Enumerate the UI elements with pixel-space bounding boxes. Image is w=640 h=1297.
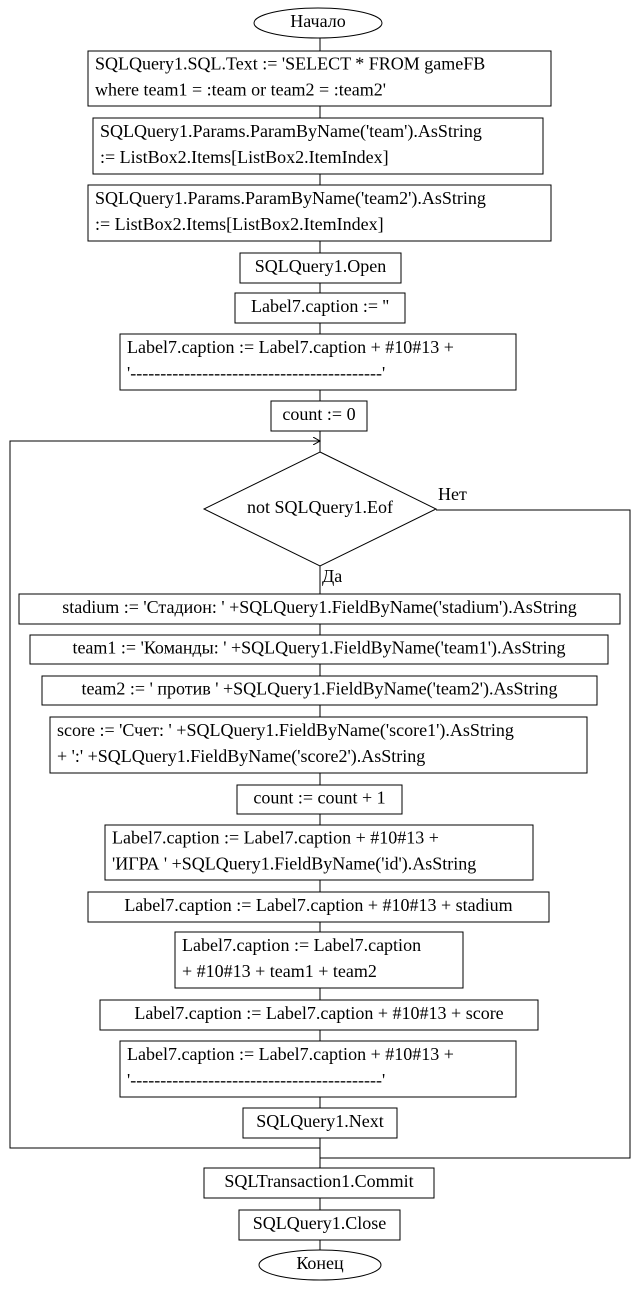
node-text: := ListBox2.Items[ListBox2.ItemIndex] [95,214,384,234]
terminal [253,7,383,39]
process-box [41,675,598,706]
node: SQLQuery1.Params.ParamByName('team').AsS… [92,117,544,175]
node: Label7.caption := Label7.caption + #10#1… [119,333,517,391]
node-text: Начало [290,11,345,31]
node: Label7.caption := Label7.caption + #10#1… [119,1040,517,1098]
node-text: team1 := 'Команды: ' +SQLQuery1.FieldByN… [72,638,565,659]
node: Label7.caption := Label7.caption + #10#1… [87,891,550,923]
node-text: 'ИГРА ' +SQLQuery1.FieldByName('id').AsS… [112,854,476,875]
node: SQLQuery1.Params.ParamByName('team2').As… [87,184,552,242]
process-box [234,292,406,324]
process-box [29,634,609,665]
node-text: not SQLQuery1.Eof [247,497,393,517]
node-text: where team1 = :team or team2 = :team2' [95,80,386,100]
terminal [258,1249,382,1281]
process-box [119,1040,517,1098]
node: SQLQuery1.Close [238,1209,401,1241]
node: Label7.caption := Label7.caption + #10#13… [174,931,464,989]
process-box [236,784,403,815]
connectors [9,38,631,1250]
node: count := count + 1 [236,784,403,815]
node: Нет Да not SQLQuery1.Eof [202,451,467,586]
process-box [174,931,464,989]
node-text: := ListBox2.Items[ListBox2.ItemIndex] [100,147,389,167]
node-text: + ':' +SQLQuery1.FieldByName('score2').A… [57,746,425,767]
node: stadium := 'Стадион: ' +SQLQuery1.FieldB… [18,593,621,625]
node-text: team2 := ' против ' +SQLQuery1.FieldByNa… [81,679,557,700]
node-text: count := 0 [282,404,355,424]
node: SQLTransaction1.Commit [203,1167,435,1199]
node-text: SQLQuery1.SQL.Text := 'SELECT * FROM gam… [95,54,485,74]
node: SQLQuery1.Open [239,252,402,284]
node-text: Label7.caption := Label7.caption + #10#1… [127,1044,454,1064]
node-text: '---------------------------------------… [127,1070,385,1090]
node-text: Label7.caption := Label7.caption + #10#1… [112,828,439,848]
node-text: SQLQuery1.Params.ParamByName('team').AsS… [100,121,482,142]
node: Конец [258,1249,382,1281]
process-box [87,891,550,923]
yes-label: Да [322,566,342,586]
process-box [49,716,588,774]
node: Label7.caption := Label7.caption + #10#1… [99,999,539,1031]
decision [202,451,438,567]
node-text: SQLQuery1.Close [253,1213,387,1233]
node-text: score := 'Счет: ' +SQLQuery1.FieldByName… [57,720,514,741]
node: SQLQuery1.SQL.Text := 'SELECT * FROM gam… [87,50,552,107]
node: Label7.caption := Label7.caption + #10#1… [104,824,534,881]
node: Label7.caption := '' [234,292,406,324]
node-text: stadium := 'Стадион: ' +SQLQuery1.FieldB… [62,597,577,618]
node-text: SQLTransaction1.Commit [224,1171,413,1191]
node: SQLQuery1.Next [242,1107,398,1139]
node-text: Label7.caption := Label7.caption + #10#1… [124,895,512,915]
node-text: Label7.caption := Label7.caption + #10#1… [134,1003,503,1023]
node: score := 'Счет: ' +SQLQuery1.FieldByName… [49,716,588,774]
process-box [239,252,402,284]
process-box [104,824,534,881]
node: team1 := 'Команды: ' +SQLQuery1.FieldByN… [29,634,609,665]
node-text: count := count + 1 [253,788,385,808]
process-box [87,50,552,107]
node: count := 0 [270,400,368,432]
process-box [270,400,368,432]
process-box [203,1167,435,1199]
node-text: SQLQuery1.Next [256,1111,383,1131]
node-text: SQLQuery1.Params.ParamByName('team2').As… [95,188,486,209]
process-box [99,999,539,1031]
node-text: Конец [296,1253,344,1273]
process-box [87,184,552,242]
node-text: + #10#13 + team1 + team2 [182,961,377,981]
node-text: SQLQuery1.Open [255,256,386,276]
node: team2 := ' против ' +SQLQuery1.FieldByNa… [41,675,598,706]
process-box [238,1209,401,1241]
no-label: Нет [438,484,467,504]
process-box [92,117,544,175]
node-text: Label7.caption := Label7.caption [182,935,421,955]
node-text: '---------------------------------------… [127,363,385,383]
process-box [119,333,517,391]
process-box [18,593,621,625]
node: Начало [253,7,383,39]
exit-line [320,509,631,1159]
node-text: Label7.caption := Label7.caption + #10#1… [127,337,454,357]
node-text: Label7.caption := '' [251,296,389,316]
process-box [242,1107,398,1139]
loop-back-line [9,441,320,1149]
